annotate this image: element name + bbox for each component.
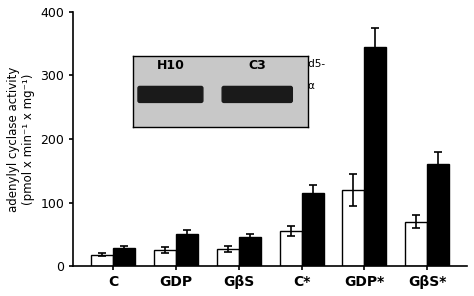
Bar (154, 250, 176, 266)
Bar (113, 248, 135, 266)
Text: H10: H10 (157, 59, 185, 72)
Bar (405, 222, 427, 266)
Bar (176, 234, 198, 266)
Y-axis label: adenylyl cyclase activity
(pmol x min⁻¹ x mg⁻¹): adenylyl cyclase activity (pmol x min⁻¹ … (7, 66, 35, 212)
Bar (91, 255, 113, 266)
Bar (217, 249, 239, 266)
Bar (365, 47, 386, 266)
Text: Gₛα: Gₛα (297, 81, 316, 91)
Bar (280, 231, 301, 266)
Bar (301, 193, 324, 266)
Text: C3: C3 (248, 59, 266, 72)
Bar (239, 237, 261, 266)
Text: *Ad5-: *Ad5- (297, 59, 326, 69)
Bar (427, 164, 449, 266)
Bar (342, 190, 365, 266)
FancyBboxPatch shape (222, 86, 292, 102)
FancyBboxPatch shape (138, 86, 203, 102)
